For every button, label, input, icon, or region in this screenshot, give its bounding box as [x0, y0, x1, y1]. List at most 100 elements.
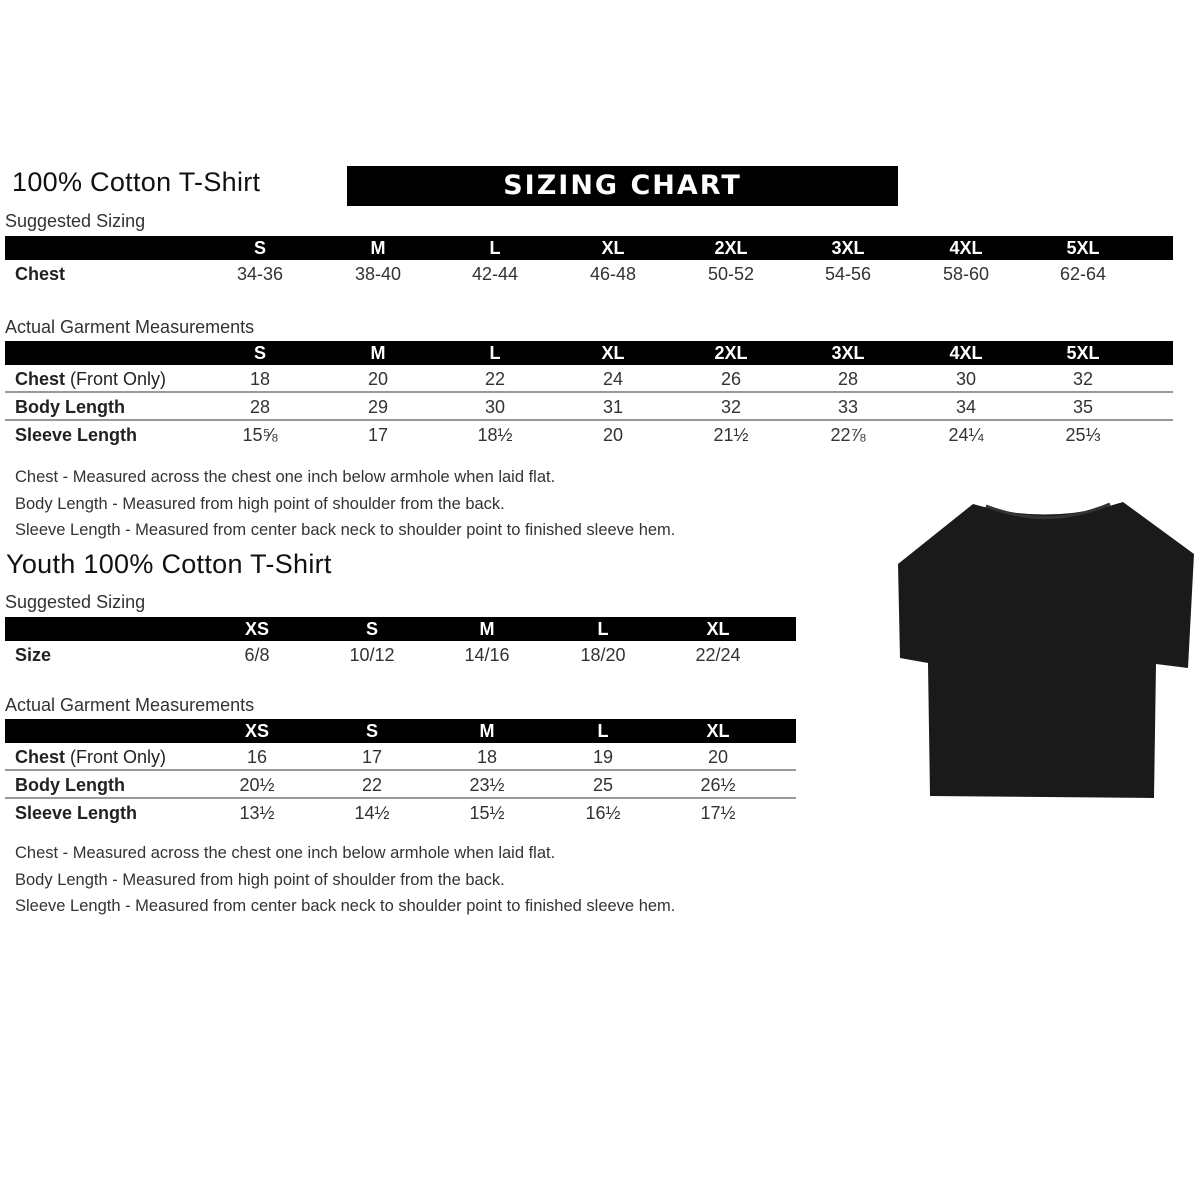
table-cell: 19 [592, 747, 614, 767]
adult-notes: Chest - Measured across the chest one in… [15, 464, 675, 544]
size-header-4xl: 4XL [949, 343, 983, 363]
table-row: Chest (Front Only) 16 17 18 19 20 [5, 743, 796, 771]
table-cell: 16 [246, 747, 268, 767]
table-cell: 31 [602, 397, 624, 417]
row-label: Sleeve Length [15, 799, 137, 827]
table-cell: 14/16 [464, 645, 510, 665]
table-cell: 34 [955, 397, 977, 417]
table-cell: 29 [367, 397, 389, 417]
table-cell: 10/12 [349, 645, 395, 665]
table-cell: 32 [720, 397, 742, 417]
table-cell: 50-52 [707, 264, 755, 284]
note-body-length: Body Length - Measured from high point o… [15, 494, 505, 513]
table-cell: 58-60 [942, 264, 990, 284]
row-label-note: (Front Only) [65, 369, 167, 389]
row-label: Size [15, 641, 51, 669]
table-cell: 17 [361, 747, 383, 767]
size-header-5xl: 5XL [1066, 238, 1100, 258]
table-cell: 18 [476, 747, 498, 767]
table-cell: 42-44 [471, 264, 519, 284]
size-header-xl: XL [706, 721, 730, 741]
row-label: Sleeve Length [15, 421, 137, 449]
table-cell: 18½ [477, 425, 513, 445]
adult-title: 100% Cotton T-Shirt [12, 167, 261, 197]
row-label-text: Chest [15, 747, 66, 767]
youth-actual-label: Actual Garment Measurements [5, 695, 255, 715]
size-header-2xl: 2XL [714, 343, 748, 363]
note-chest: Chest - Measured across the chest one in… [15, 468, 556, 486]
table-cell: 16½ [585, 803, 621, 823]
row-label: Chest [15, 260, 65, 288]
size-header-m: M [370, 343, 386, 363]
table-cell: 13½ [239, 803, 275, 823]
table-cell: 20 [367, 369, 389, 389]
size-header-row: S M L XL 2XL 3XL 4XL 5XL [5, 341, 1173, 365]
size-header-l: L [489, 343, 501, 363]
table-row: Chest (Front Only) 18 20 22 24 26 28 30 32 [5, 365, 1173, 393]
size-header-row: XS S M L XL [5, 617, 796, 641]
size-header-s: S [365, 619, 378, 639]
table-cell: 28 [837, 369, 859, 389]
table-cell: 15½ [469, 803, 505, 823]
table-cell: 6/8 [244, 645, 270, 665]
sizing-chart-banner: SIZING CHART [347, 166, 898, 206]
table-cell: 22/24 [695, 645, 741, 665]
size-header-s: S [253, 343, 266, 363]
table-cell: 24 [602, 369, 624, 389]
table-cell: 33 [837, 397, 859, 417]
table-cell: 54-56 [824, 264, 872, 284]
row-label-text: Sleeve Length [15, 803, 138, 823]
size-header-row: S M L XL 2XL 3XL 4XL 5XL [5, 236, 1173, 260]
size-header-5xl: 5XL [1066, 343, 1100, 363]
table-cell: 17½ [700, 803, 736, 823]
note-body-length: Body Length - Measured from high point o… [15, 870, 505, 889]
table-cell: 14½ [354, 803, 390, 823]
row-label: Chest (Front Only) [15, 743, 166, 771]
table-cell: 34-36 [236, 264, 284, 284]
table-cell: 25 [592, 775, 614, 795]
size-header-xs: XS [244, 721, 269, 741]
note-chest: Chest - Measured across the chest one in… [15, 844, 556, 862]
table-cell: 21½ [713, 425, 749, 445]
table-cell: 28 [249, 397, 271, 417]
table-cell: 26 [720, 369, 742, 389]
size-header-m: M [370, 238, 386, 258]
note-sleeve-length: Sleeve Length - Measured from center bac… [15, 521, 676, 539]
table-cell: 22 [361, 775, 383, 795]
table-cell: 23½ [469, 775, 505, 795]
table-cell: 30 [484, 397, 506, 417]
table-cell: 38-40 [354, 264, 402, 284]
table-cell: 30 [955, 369, 977, 389]
size-header-xl: XL [706, 619, 730, 639]
row-label-text: Body Length [15, 397, 125, 417]
size-header-2xl: 2XL [714, 238, 748, 258]
youth-notes: Chest - Measured across the chest one in… [15, 840, 675, 920]
row-label: Chest (Front Only) [15, 365, 166, 393]
table-cell: 20 [602, 425, 624, 445]
size-header-3xl: 3XL [831, 343, 865, 363]
size-header-xl: XL [601, 238, 625, 258]
adult-suggested-label: Suggested Sizing [5, 211, 146, 231]
table-row: Body Length 20½ 22 23½ 25 26½ [5, 771, 796, 799]
table-cell: 46-48 [589, 264, 637, 284]
table-cell: 32 [1072, 369, 1094, 389]
row-label-text: Chest [15, 369, 66, 389]
size-header-l: L [489, 238, 501, 258]
table-cell: 20 [707, 747, 729, 767]
size-header-m: M [479, 721, 495, 741]
table-cell: 22 [484, 369, 506, 389]
size-header-m: M [479, 619, 495, 639]
table-cell: 17 [367, 425, 389, 445]
size-header-l: L [597, 619, 609, 639]
size-header-s: S [253, 238, 266, 258]
table-row: Size 6/8 10/12 14/16 18/20 22/24 [5, 641, 796, 669]
size-header-4xl: 4XL [949, 238, 983, 258]
adult-actual-label: Actual Garment Measurements [5, 317, 255, 337]
size-header-xl: XL [601, 343, 625, 363]
tshirt-icon [898, 502, 1194, 798]
row-label-note: (Front Only) [65, 747, 167, 767]
size-header-3xl: 3XL [831, 238, 865, 258]
row-label: Body Length [15, 771, 125, 799]
table-cell: 15⅝ [242, 425, 278, 445]
table-row: Sleeve Length 15⅝ 17 18½ 20 21½ 22⅞ 24¼ 25⅓ [5, 421, 1173, 449]
